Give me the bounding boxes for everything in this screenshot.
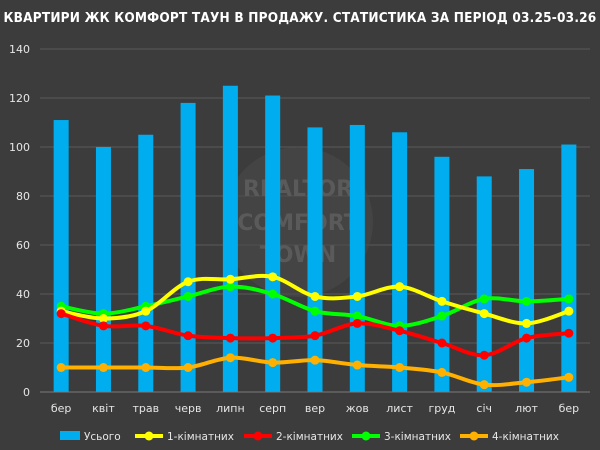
series-point	[225, 274, 235, 284]
bar	[138, 134, 154, 392]
bar	[265, 95, 281, 393]
series-point	[395, 282, 405, 292]
x-tick-label: вер	[305, 402, 325, 415]
legend-swatch-point	[144, 431, 154, 441]
x-tick-label: січ	[476, 402, 492, 415]
series-point	[98, 321, 108, 331]
bar	[222, 85, 238, 392]
bar	[561, 144, 577, 392]
x-tick-label: груд	[428, 402, 455, 415]
series-point	[564, 306, 574, 316]
series-point	[352, 360, 362, 370]
chart-title: КВАРТИРИ ЖК КОМФОРТ ТАУН В ПРОДАЖУ. СТАТ…	[3, 10, 597, 26]
watermark-text: REALTOR	[243, 177, 353, 202]
x-tick-label: лист	[386, 402, 413, 415]
series-point	[437, 338, 447, 348]
series-point	[268, 333, 278, 343]
bar	[95, 147, 111, 392]
x-tick-label: серп	[259, 402, 286, 415]
series-point	[310, 355, 320, 365]
x-tick-label: бер	[51, 402, 72, 415]
series-point	[479, 380, 489, 390]
x-tick-label: квіт	[92, 402, 115, 415]
bar	[434, 156, 450, 392]
series-point	[310, 306, 320, 316]
series-point	[183, 291, 193, 301]
bar	[180, 102, 196, 393]
x-tick-label: жов	[346, 402, 369, 415]
series-point	[225, 282, 235, 292]
series-point	[395, 326, 405, 336]
series-point	[56, 363, 66, 372]
legend-swatch-point	[469, 431, 479, 441]
series-point	[564, 294, 574, 304]
x-tick-label: липн	[216, 402, 245, 415]
y-tick-label: 60	[16, 239, 30, 252]
series-point	[141, 321, 151, 331]
x-tick-label: лют	[515, 402, 538, 415]
series-point	[437, 311, 447, 321]
series-point	[56, 309, 66, 319]
series-point	[268, 358, 278, 368]
series-point	[183, 331, 193, 341]
legend-swatch-point	[253, 431, 263, 441]
series-point	[564, 328, 574, 338]
y-tick-label: 100	[9, 141, 30, 154]
y-tick-label: 0	[23, 386, 30, 399]
legend-label: 1-кімнатних	[167, 431, 234, 443]
legend-label: 4-кімнатних	[492, 431, 559, 443]
legend-label: 3-кімнатних	[384, 431, 451, 443]
legend-label: Усього	[84, 431, 121, 443]
series-point	[310, 331, 320, 341]
series-point	[183, 277, 193, 287]
series-point	[522, 296, 532, 306]
series-point	[141, 363, 151, 372]
bar	[476, 176, 492, 392]
series-point	[268, 272, 278, 282]
y-tick-label: 80	[16, 190, 30, 203]
bar	[53, 120, 69, 393]
series-point	[352, 311, 362, 321]
series-point	[437, 367, 447, 377]
series-point	[310, 291, 320, 301]
bar	[392, 132, 408, 393]
series-point	[522, 333, 532, 343]
series-point	[352, 291, 362, 301]
series-point	[564, 372, 574, 382]
x-tick-label: трав	[132, 402, 159, 415]
bar	[307, 127, 323, 393]
bar	[349, 124, 365, 392]
series-point	[479, 309, 489, 319]
watermark-logo	[223, 147, 373, 297]
series-point	[183, 363, 193, 372]
legend-swatch	[60, 431, 80, 440]
y-tick-label: 120	[9, 92, 30, 105]
series-point	[225, 333, 235, 343]
series-point	[522, 377, 532, 387]
watermark-text: COMFORT	[237, 211, 358, 236]
y-tick-label: 40	[16, 288, 30, 301]
series-point	[395, 363, 405, 372]
legend-label: 2-кімнатних	[276, 431, 343, 443]
series-point	[141, 306, 151, 316]
series-point	[437, 296, 447, 306]
x-tick-label: черв	[175, 402, 202, 415]
series-point	[352, 318, 362, 328]
y-tick-label: 140	[9, 43, 30, 56]
series-point	[479, 294, 489, 304]
legend-swatch-point	[361, 431, 371, 441]
series-point	[98, 314, 108, 323]
series-point	[268, 289, 278, 299]
series-point	[522, 318, 532, 328]
y-tick-label: 20	[16, 337, 30, 350]
series-point	[225, 353, 235, 363]
series-point	[98, 363, 108, 372]
series-point	[479, 350, 489, 360]
bar	[519, 169, 535, 392]
x-tick-label: бер	[559, 402, 580, 415]
